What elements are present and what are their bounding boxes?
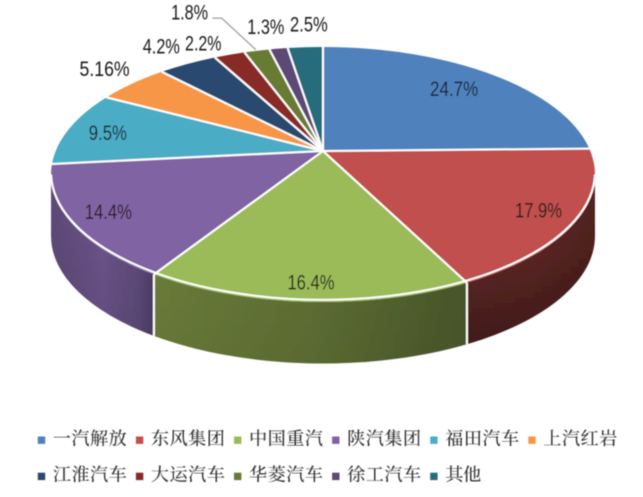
svg-text:4.2%: 4.2%: [143, 36, 180, 59]
svg-text:1.8%: 1.8%: [171, 2, 208, 25]
svg-text:2.5%: 2.5%: [290, 14, 328, 37]
svg-text:5.16%: 5.16%: [80, 58, 130, 81]
svg-text:2.2%: 2.2%: [185, 32, 222, 55]
svg-text:14.4%: 14.4%: [85, 201, 132, 224]
svg-text:16.4%: 16.4%: [287, 272, 334, 295]
svg-text:17.9%: 17.9%: [515, 199, 562, 222]
svg-text:24.7%: 24.7%: [430, 78, 478, 101]
svg-text:1.3%: 1.3%: [247, 16, 284, 39]
svg-text:9.5%: 9.5%: [89, 122, 127, 145]
